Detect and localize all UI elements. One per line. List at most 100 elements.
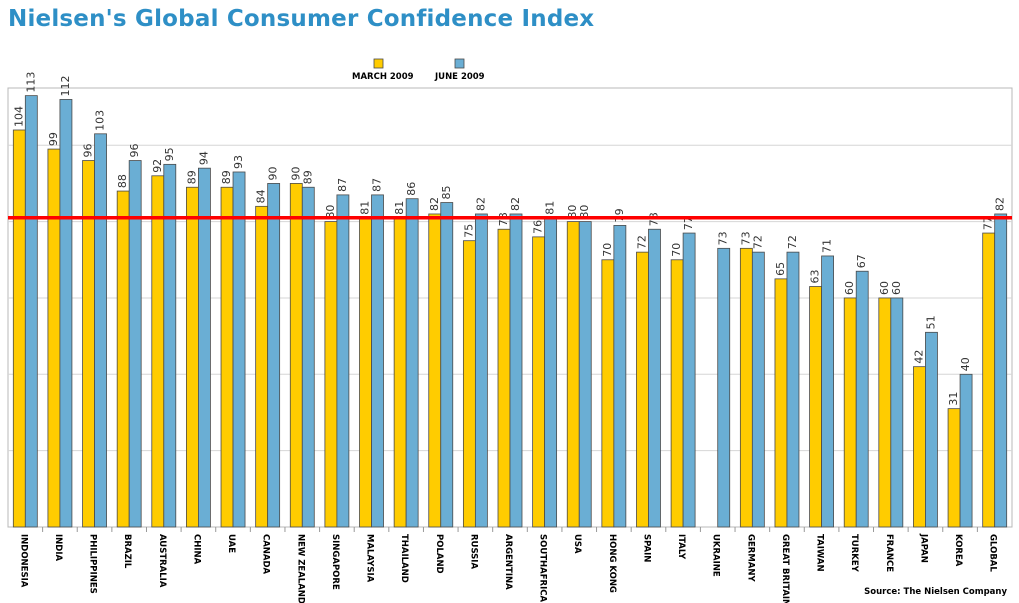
bar-june xyxy=(440,202,454,528)
data-label: 31 xyxy=(947,392,960,406)
bar-june xyxy=(232,171,246,528)
bar-june xyxy=(717,247,731,528)
category-label: CHINA xyxy=(191,534,201,565)
bar-march xyxy=(324,221,338,528)
bar-march xyxy=(809,286,822,528)
bar-june xyxy=(751,251,765,528)
data-label: 80 xyxy=(566,205,579,219)
bar-march xyxy=(12,129,26,528)
bar-march xyxy=(359,217,372,528)
bar-june xyxy=(959,373,973,528)
data-label: 72 xyxy=(751,235,764,249)
bar-march xyxy=(151,175,165,528)
bar-june xyxy=(648,228,661,528)
bar-march xyxy=(289,183,303,528)
category-label: SINGAPORE xyxy=(330,534,340,590)
data-label: 82 xyxy=(428,197,441,211)
data-label: 60 xyxy=(843,281,856,295)
bar-june xyxy=(509,213,523,528)
bar-march xyxy=(601,259,615,528)
data-label: 86 xyxy=(405,182,418,196)
bar-june xyxy=(474,213,488,528)
category-label: BRAZIL xyxy=(122,534,132,569)
bar-march xyxy=(220,186,234,528)
category-label: INDONESIA xyxy=(18,534,28,588)
bar-march xyxy=(774,278,788,528)
bar-march xyxy=(913,366,926,528)
data-label: 60 xyxy=(878,281,891,295)
data-label: 70 xyxy=(670,243,683,257)
category-label: ARGENTINA xyxy=(503,534,513,590)
bar-june xyxy=(24,95,38,528)
category-label: JAPAN xyxy=(918,533,928,563)
data-label: 67 xyxy=(855,254,868,268)
data-label: 88 xyxy=(116,174,129,188)
data-label: 112 xyxy=(59,75,72,96)
category-label: TURKEY xyxy=(849,534,859,573)
bar-june xyxy=(371,194,384,528)
bar-june xyxy=(578,221,592,528)
bar-june xyxy=(682,232,696,528)
category-label: GLOBAL xyxy=(988,534,998,572)
bar-march xyxy=(82,160,95,528)
data-label: 92 xyxy=(151,159,164,173)
data-label: 71 xyxy=(821,239,834,253)
data-label: 65 xyxy=(774,262,787,276)
bar-march xyxy=(116,190,130,528)
data-label: 89 xyxy=(220,170,233,184)
data-label: 73 xyxy=(739,231,752,245)
category-label: THAILAND xyxy=(399,534,409,583)
data-label: 42 xyxy=(912,350,925,364)
bar-june xyxy=(994,213,1008,528)
bar-march xyxy=(532,236,546,528)
data-label: 85 xyxy=(440,186,453,200)
bar-june xyxy=(59,99,73,528)
bar-june xyxy=(544,217,558,528)
bar-june xyxy=(128,160,142,528)
bar-march xyxy=(982,232,996,528)
data-label: 75 xyxy=(462,224,475,238)
category-label: ITALY xyxy=(676,534,686,560)
category-label: PHILIPPINES xyxy=(88,534,98,594)
bar-march xyxy=(255,205,269,528)
bar-march xyxy=(393,217,407,528)
legend-swatch-march xyxy=(373,58,384,69)
bar-june xyxy=(821,255,834,528)
data-label: 81 xyxy=(359,201,372,215)
data-label: 79 xyxy=(613,208,626,222)
category-label: GREAT BRITAIN xyxy=(780,534,790,603)
data-label: 95 xyxy=(163,147,176,161)
category-label: NEW ZEALAND xyxy=(295,534,305,603)
category-label: AUSTRALIA xyxy=(157,534,167,588)
bar-june xyxy=(163,163,177,528)
bar-march xyxy=(947,408,961,528)
bar-march xyxy=(670,259,684,528)
bar-june xyxy=(94,133,107,528)
category-label: TAIWAN xyxy=(815,534,825,572)
data-label: 76 xyxy=(532,220,545,234)
data-label: 89 xyxy=(301,170,314,184)
category-label: INDIA xyxy=(53,534,63,561)
category-label: POLAND xyxy=(434,534,444,574)
data-label: 99 xyxy=(47,132,60,146)
bar-march xyxy=(47,148,61,528)
legend-swatch-june xyxy=(454,58,465,69)
bar-june xyxy=(855,270,869,528)
data-label: 96 xyxy=(128,144,141,158)
data-label: 72 xyxy=(635,235,648,249)
data-label: 81 xyxy=(393,201,406,215)
data-label: 80 xyxy=(578,205,591,219)
category-label: SPAIN xyxy=(641,534,651,562)
category-label: GERMANY xyxy=(745,534,755,582)
category-label: UKRAINE xyxy=(711,534,721,577)
data-label: 63 xyxy=(809,270,822,284)
legend-label-june: JUNE 2009 xyxy=(434,72,485,82)
category-label: CANADA xyxy=(261,534,271,575)
data-label: 90 xyxy=(267,166,280,180)
data-label: 60 xyxy=(890,281,903,295)
data-label: 72 xyxy=(786,235,799,249)
data-label: 51 xyxy=(924,315,937,329)
bar-june xyxy=(925,331,938,528)
bar-march xyxy=(428,213,442,528)
category-label: FRANCE xyxy=(884,534,894,572)
